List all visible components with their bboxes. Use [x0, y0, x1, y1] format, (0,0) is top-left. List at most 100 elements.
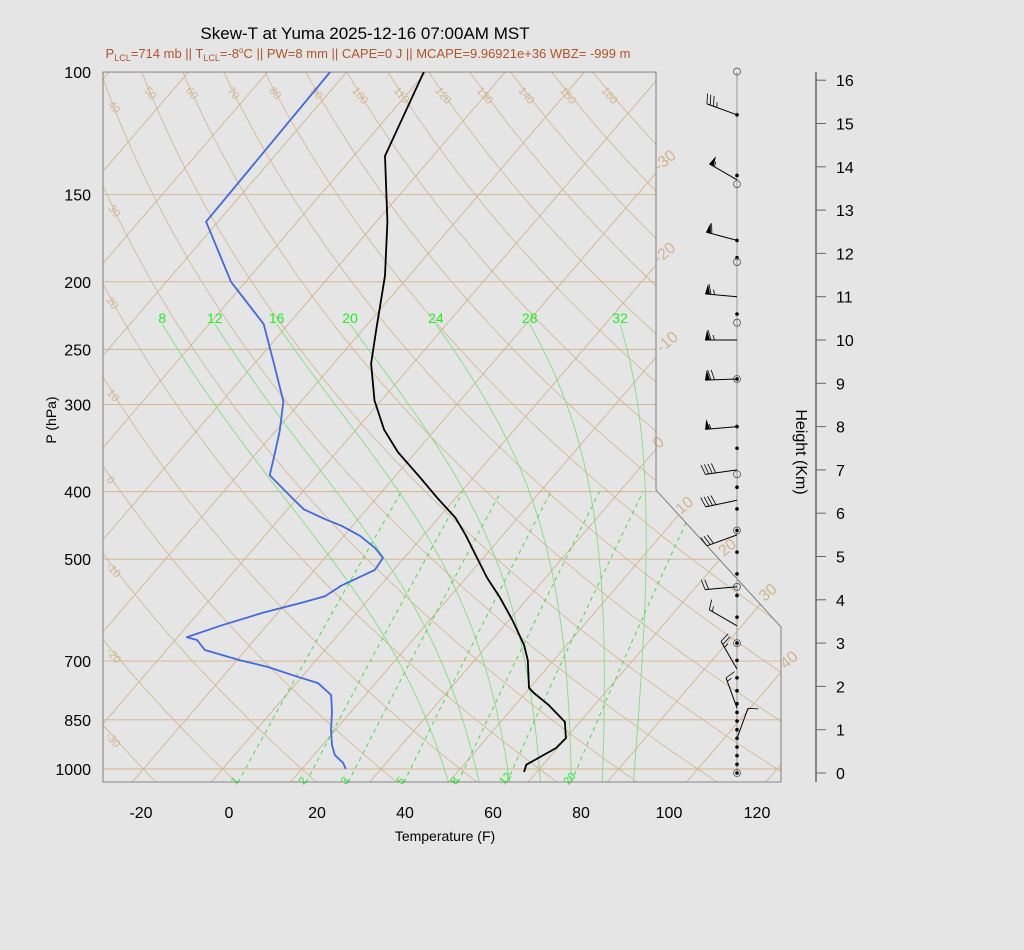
- temperature-tick-label: 120: [744, 805, 771, 822]
- wind-barb-half-feather: [727, 677, 732, 682]
- pressure-tick-label: 850: [64, 713, 91, 730]
- isotherm-line: [103, 72, 189, 782]
- dry-adiabat-label: 40: [105, 99, 122, 116]
- p-lcl-label: P: [106, 46, 115, 61]
- dry-adiabat-line: [103, 72, 478, 782]
- temperature-tick-label: 40: [396, 805, 414, 822]
- wind-barb-half-feather: [724, 643, 729, 648]
- moist-adiabat-label: 16: [269, 310, 285, 326]
- x-axis-label: Temperature (F): [395, 828, 495, 844]
- wind-barb-feather: [706, 93, 708, 104]
- y-axis-label: P (hPa): [43, 396, 59, 443]
- wind-barb: [705, 222, 738, 241]
- wind-barb: [700, 463, 738, 475]
- height-tick-label: 4: [836, 593, 845, 610]
- axes: P (hPa) Temperature (F) Height (Km) 1001…: [43, 65, 854, 844]
- dry-adiabat-line: [346, 72, 781, 782]
- wind-barb-feather: [713, 95, 715, 107]
- wind-level-circle: [733, 180, 741, 189]
- height-tick-label: 12: [836, 246, 854, 263]
- dry-adiabat-label: 30: [105, 203, 122, 220]
- wind-barb: [700, 495, 738, 508]
- wind-barb-half-feather: [708, 423, 712, 430]
- wind-level-dot: [735, 745, 739, 749]
- wind-barb: [725, 671, 738, 709]
- height-tick-label: 7: [836, 463, 845, 480]
- dry-adiabat-line: [103, 72, 638, 782]
- wind-barb: [736, 707, 759, 739]
- dry-adiabat-label: 20: [103, 295, 120, 312]
- wind-profile: [700, 67, 759, 777]
- plot-border: [102, 71, 782, 783]
- wind-barb-feather: [700, 497, 707, 508]
- mixing-ratio-line: [506, 491, 644, 782]
- wind-barb-half-feather: [714, 161, 717, 167]
- wind-level-dot: [735, 593, 739, 598]
- wind-level-circle: [733, 526, 741, 535]
- p-lcl-value: =714 mb || T: [131, 46, 204, 61]
- wind-level-circle: [733, 258, 741, 266]
- wind-barb-feather: [709, 94, 712, 106]
- dry-adiabat-label: 100: [349, 85, 370, 107]
- dry-adiabat-label: 80: [266, 85, 283, 102]
- wind-barb-feather: [700, 537, 708, 547]
- wind-barb: [709, 156, 738, 181]
- dry-adiabat-line: [223, 72, 781, 782]
- pressure-tick-label: 250: [64, 342, 91, 359]
- height-axis-label: Height (Km): [792, 409, 809, 494]
- wind-level-dot: [735, 641, 739, 645]
- wind-barb-half-feather: [713, 289, 715, 295]
- temperature-tick-label: 20: [308, 805, 326, 822]
- wind-level-dot: [735, 485, 739, 490]
- isotherm-label: 10: [673, 494, 698, 519]
- wind-barb-pennant: [705, 419, 711, 430]
- moist-adiabat-label: 8: [158, 310, 166, 326]
- dry-adiabat-label: 110: [391, 85, 411, 106]
- temperature-tick-label: 100: [656, 805, 683, 822]
- chart-subtitle: PLCL=714 mb || TLCL=-8oC || PW=8 mm || C…: [106, 46, 631, 63]
- wind-barb: [705, 369, 738, 381]
- dry-adiabat-label: 0: [104, 474, 117, 486]
- wind-level-circle: [733, 769, 741, 777]
- height-tick-label: 5: [836, 550, 845, 567]
- wind-level-dot: [735, 727, 739, 732]
- dry-adiabat-line: [141, 72, 781, 782]
- wind-barb: [705, 419, 738, 430]
- isotherm-label: -20: [651, 239, 680, 267]
- wind-level-circle: [733, 639, 741, 647]
- wind-barb-staff: [705, 293, 738, 298]
- dry-adiabat-line: [103, 72, 317, 782]
- wind-barb-feather: [747, 707, 759, 710]
- moist-adiabat-label: 12: [207, 310, 223, 326]
- dry-adiabat-label: -20: [104, 646, 123, 666]
- wind-barb-feather: [710, 495, 717, 505]
- wind-level-circle: [733, 470, 741, 479]
- wind-level-dot: [735, 771, 739, 775]
- moist-adiabat-line: [214, 323, 480, 782]
- wind-level-circle: [733, 318, 741, 327]
- wind-barb-feather: [707, 329, 712, 341]
- wind-level-dot: [735, 173, 739, 178]
- wind-barb-pennant: [709, 156, 717, 167]
- wind-level-dot: [735, 753, 739, 758]
- t-lcl-sub: LCL: [203, 53, 220, 63]
- dry-adiabat-line: [551, 72, 781, 782]
- height-tick-label: 15: [836, 117, 854, 134]
- pressure-tick-label: 100: [64, 65, 91, 82]
- height-tick-label: 16: [836, 73, 854, 90]
- mixing-ratio-label: 5: [394, 775, 407, 787]
- wind-barb-staff: [706, 103, 738, 116]
- height-tick-label: 10: [836, 333, 854, 350]
- wind-level-dot: [735, 550, 739, 554]
- wind-barb-half-feather: [711, 606, 714, 612]
- dry-adiabat-label: -10: [103, 560, 122, 580]
- moist-adiabat-line: [435, 323, 572, 782]
- dry-adiabat-label: 50: [141, 85, 158, 102]
- mixing-ratio-label: 20: [561, 770, 578, 787]
- isotherm-label: 30: [756, 581, 781, 606]
- dewpoint-trace: [185, 72, 384, 770]
- isotherm-label: 20: [715, 536, 740, 561]
- moist-adiabat-line: [276, 323, 511, 782]
- dry-adiabat-line: [103, 72, 558, 782]
